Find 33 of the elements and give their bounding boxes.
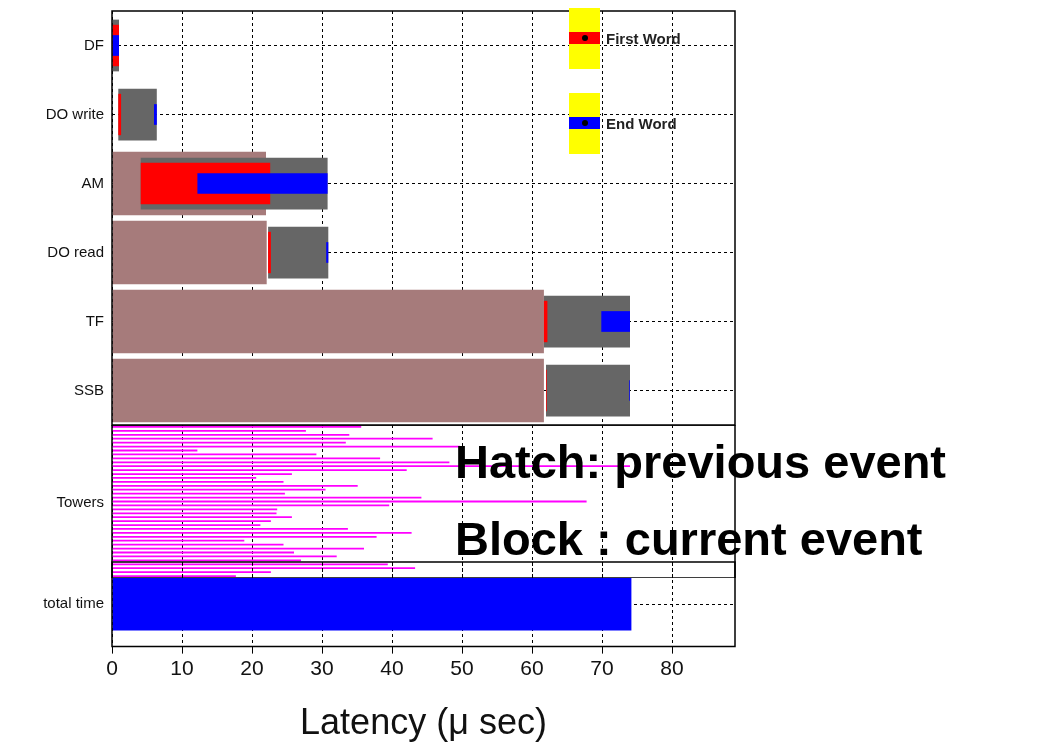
y-axis-title: Towers <box>56 492 104 510</box>
legend-label: End Word <box>606 115 677 132</box>
bar <box>601 311 630 332</box>
x-tick-label: 10 <box>170 656 194 679</box>
bar <box>118 88 157 141</box>
y-tick-label: AM <box>81 173 104 191</box>
bar <box>112 358 544 423</box>
y-tick-label: DF <box>84 35 104 53</box>
y-tick-label: total time <box>43 594 104 612</box>
bar <box>112 289 544 354</box>
bar <box>112 220 267 285</box>
y-tick-label: DO write <box>45 104 104 122</box>
y-tick-label: DO read <box>47 242 104 260</box>
x-tick-label: 80 <box>660 656 684 679</box>
y-tick-label: SSB <box>73 380 104 398</box>
x-tick-label: 30 <box>310 656 334 679</box>
bar <box>546 364 630 417</box>
bar <box>268 226 329 279</box>
x-tick-label: 70 <box>590 656 614 679</box>
y-tick-label: TF <box>85 311 104 329</box>
bar <box>118 93 122 136</box>
bar <box>154 104 157 125</box>
x-tick-label: 20 <box>240 656 264 679</box>
bar <box>112 35 119 56</box>
bar <box>197 173 328 194</box>
bar <box>268 231 271 274</box>
legend-label: First Word <box>606 30 681 47</box>
x-tick-label: 60 <box>520 656 544 679</box>
x-tick-label: 40 <box>380 656 404 679</box>
bar <box>326 242 329 263</box>
x-tick-label: 0 <box>106 656 118 679</box>
x-tick-label: 50 <box>450 656 474 679</box>
x-axis-title: Latency (μ sec) <box>300 701 547 743</box>
